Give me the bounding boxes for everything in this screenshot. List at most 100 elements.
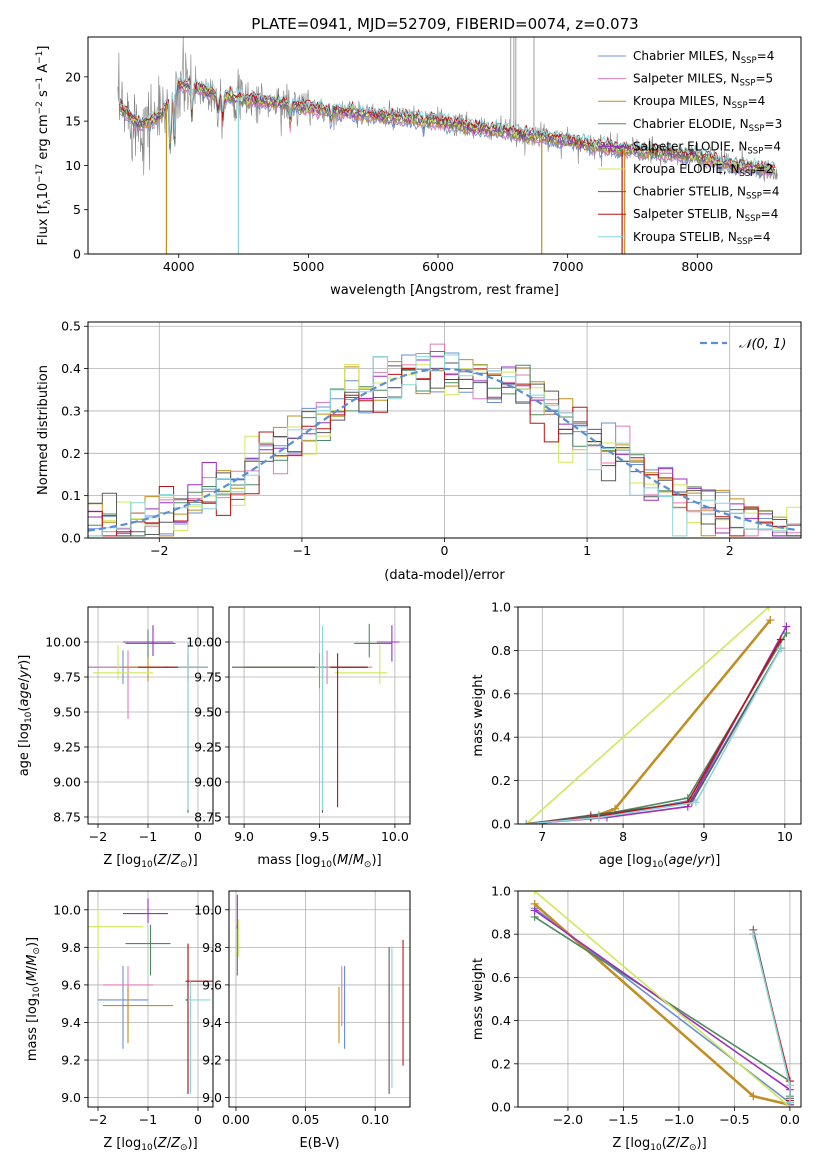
y-axis-label: mass [log10(M/M⊙)] — [25, 937, 42, 1061]
y-tick-label: 9.2 — [61, 1053, 81, 1068]
y-tick-label: 0.8 — [491, 927, 511, 942]
x-tick-label: 0 — [441, 543, 449, 558]
x-tick-label: 8 — [619, 829, 627, 844]
weight-line-chabrier_stelib — [525, 647, 782, 824]
y-tick-label: 20 — [65, 69, 81, 84]
x-axis-label: wavelength [Angstrom, rest frame] — [330, 283, 559, 298]
y-tick-label: 0.4 — [61, 361, 81, 376]
weight-marker-kroupa_stelib — [785, 1098, 794, 1107]
weight-line-chabrier_miles — [526, 647, 782, 824]
x-axis-label: Z [log10(Z/Z⊙)] — [103, 1136, 197, 1153]
y-tick-label: 1.0 — [491, 600, 511, 615]
legend-label-chabrier_elodie: Chabrier ELODIE, NSSP=3 — [633, 117, 782, 134]
y-tick-label: 9.00 — [53, 775, 81, 790]
weight-marker-salpeter_elodie — [782, 622, 791, 631]
mass-vs-ebv-errorbars — [236, 894, 404, 1094]
y-tick-label: 9.25 — [194, 740, 222, 755]
y-axis-label: mass weight — [471, 958, 486, 1040]
residuals-panel: −2 −1 0 1 2 0.0 0.1 0.2 0.3 0.4 0.5 (data-model)/er… — [36, 319, 802, 583]
weight-line-salpeter_stelib — [526, 639, 782, 824]
age-vs-metallicity-panel: −2 −1 0 8.75 9.00 9.25 9.50 9.75 10.00 Z [log10(Z… — [17, 606, 214, 870]
weight-marker-salpeter_stelib — [683, 798, 692, 807]
age-vs-mass-panel: 9.0 9.5 10.0 8.75 9.00 9.25 9.50 9.75 10.00 mass … — [186, 606, 411, 870]
x-tick-label: 4000 — [163, 259, 195, 274]
weight-line-kroupa_elodie — [534, 891, 791, 1107]
y-tick-label: 1.0 — [491, 884, 511, 899]
y-tick-label: 9.0 — [202, 1090, 222, 1105]
x-tick-label: 0.05 — [292, 1112, 320, 1127]
weight-line-chabrier_elodie — [526, 632, 788, 824]
y-tick-label: 0.2 — [491, 1056, 511, 1071]
histogram-salpeter_stelib — [88, 367, 801, 537]
mass-vs-metallicity-errorbars — [88, 898, 213, 1094]
y-tick-label: 5 — [73, 202, 81, 217]
x-tick-label: 7 — [538, 829, 546, 844]
x-tick-label: 0 — [194, 829, 202, 844]
x-tick-label: 0 — [194, 1112, 202, 1127]
model-spectrum-kroupa_stelib — [118, 73, 776, 171]
y-tick-label: 9.50 — [53, 705, 81, 720]
legend-label-kroupa_elodie: Kroupa ELODIE, NSSP=2 — [633, 162, 773, 179]
y-tick-label: 9.50 — [194, 705, 222, 720]
x-tick-label: 9.5 — [310, 829, 330, 844]
x-tick-label: 0.0 — [780, 1112, 800, 1127]
weight-marker-kroupa_stelib — [776, 644, 785, 653]
x-tick-label: −1 — [139, 829, 157, 844]
age-vs-mass-errorbars — [232, 623, 400, 813]
x-tick-label: 2 — [726, 543, 734, 558]
y-tick-label: 0.3 — [61, 403, 81, 418]
histogram-kroupa_stelib — [88, 354, 801, 537]
axes-frame — [228, 890, 411, 1108]
x-tick-label: −0.5 — [719, 1112, 749, 1127]
legend-label-kroupa_miles: Kroupa MILES, NSSP=4 — [633, 94, 765, 111]
x-tick-label: −2 — [150, 543, 168, 558]
y-tick-label: 9.75 — [194, 670, 222, 685]
weight-marker-kroupa_stelib — [522, 820, 531, 824]
figure-title: PLATE=0941, MJD=52709, FIBERID=0074, z=0… — [251, 15, 638, 33]
weight-marker-kroupa_miles — [766, 616, 775, 625]
weight-marker-kroupa_elodie — [530, 891, 539, 895]
weight-line-chabrier_elodie — [534, 916, 791, 1097]
y-tick-label: 9.8 — [61, 940, 81, 955]
legend-label-chabrier_miles: Chabrier MILES, NSSP=4 — [633, 49, 774, 66]
x-tick-label: 1 — [583, 543, 591, 558]
x-tick-label: −1 — [139, 1112, 157, 1127]
x-tick-label: 6000 — [422, 259, 454, 274]
y-tick-label: 0.4 — [491, 730, 511, 745]
legend-label-kroupa_stelib: Kroupa STELIB, NSSP=4 — [633, 230, 771, 247]
x-axis-label: Z [log10(Z/Z⊙)] — [612, 1136, 706, 1153]
y-tick-label: 0.0 — [491, 1100, 511, 1115]
mass-vs-ebv-panel: 0.00 0.05 0.10 9.0 9.2 9.4 9.6 9.8 10.0 E(B-V) — [194, 890, 411, 1151]
x-tick-label: −2 — [89, 1112, 107, 1127]
x-tick-label: 9.0 — [234, 829, 254, 844]
weight-marker-kroupa_elodie — [764, 607, 773, 611]
weight-vs-metallicity-lines — [530, 891, 794, 1107]
x-tick-label: 0.00 — [222, 1112, 250, 1127]
weight-marker-kroupa_stelib — [594, 813, 603, 822]
axes-frame — [87, 36, 802, 255]
axes-frame — [87, 606, 214, 825]
x-axis-label: Z [log10(Z/Z⊙)] — [103, 853, 197, 870]
legend-label-chabrier_stelib: Chabrier STELIB, NSSP=4 — [633, 185, 780, 202]
weight-line-kroupa_elodie — [525, 607, 770, 824]
residual-histograms — [88, 343, 801, 537]
weight-marker-kroupa_stelib — [785, 1081, 794, 1090]
weight-line-kroupa_stelib — [526, 647, 782, 824]
weight-marker-kroupa_miles — [749, 1092, 758, 1101]
x-tick-label: −1 — [293, 543, 311, 558]
x-tick-label: −2 — [89, 829, 107, 844]
y-tick-label: 9.8 — [202, 940, 222, 955]
weight-marker-salpeter_stelib — [776, 635, 785, 644]
y-tick-label: 0.1 — [61, 488, 81, 503]
normal-curve — [88, 367, 799, 532]
weight-vs-age-panel: 7 8 9 10 0.0 0.2 0.4 0.6 0.8 1.0 age [log10(age/yr… — [471, 600, 802, 870]
legend-label-salpeter_miles: Salpeter MILES, NSSP=5 — [633, 72, 773, 89]
y-tick-label: 9.75 — [53, 670, 81, 685]
x-axis-label: mass [log10(M/M⊙)] — [257, 853, 381, 870]
y-tick-label: 10.00 — [186, 635, 222, 650]
x-tick-label: 8000 — [681, 259, 713, 274]
y-tick-label: 0.2 — [491, 773, 511, 788]
axes-frame — [517, 606, 802, 825]
y-tick-label: 10.0 — [194, 902, 222, 917]
weight-line-salpeter_elodie — [526, 626, 788, 824]
